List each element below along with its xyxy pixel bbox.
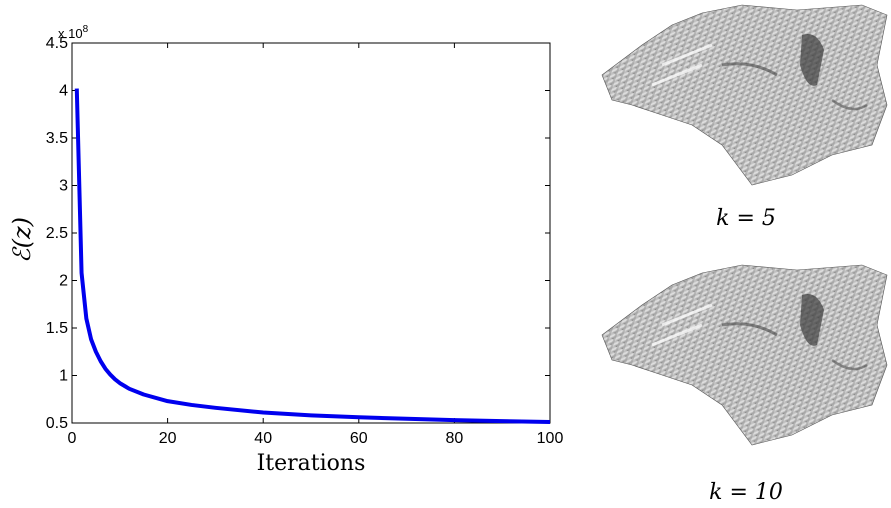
x-axis-label: Iterations	[257, 451, 366, 476]
y-exponent-label: x 108	[58, 24, 89, 41]
render-caption-k5: k = 5	[716, 206, 776, 231]
x-tick-label: 60	[350, 430, 368, 447]
energy-series-line	[74, 88, 551, 425]
y-axis-label: ℰ(z)	[8, 217, 36, 263]
x-tick-label: 0	[68, 430, 77, 447]
y-tick-label: 1	[59, 368, 68, 385]
y-tick-label: 2.5	[46, 225, 68, 242]
face-depth-render-icon	[600, 3, 889, 187]
render-caption-k10: k = 10	[709, 480, 783, 505]
x-tick-label: 20	[159, 430, 177, 447]
plot-area	[71, 42, 551, 424]
series-group	[74, 88, 551, 425]
face-depth-render-icon	[600, 263, 889, 447]
y-tick-label: 3.5	[46, 130, 68, 147]
x-tick-label: 80	[446, 430, 464, 447]
y-tick-label: 2	[59, 273, 68, 290]
y-tick-label: 4	[59, 83, 68, 100]
tick-labels: 0 20 40 60 80 100 0.5 1 1.5 2 2.5 3 3.5 4 4.5	[46, 35, 564, 447]
x-tick-label: 100	[537, 430, 564, 447]
y-tick-label: 4.5	[46, 35, 68, 52]
x-tick-label: 40	[254, 430, 272, 447]
y-tick-label: 3	[59, 178, 68, 195]
y-tick-label: 0.5	[46, 415, 68, 432]
y-tick-label: 1.5	[46, 320, 68, 337]
